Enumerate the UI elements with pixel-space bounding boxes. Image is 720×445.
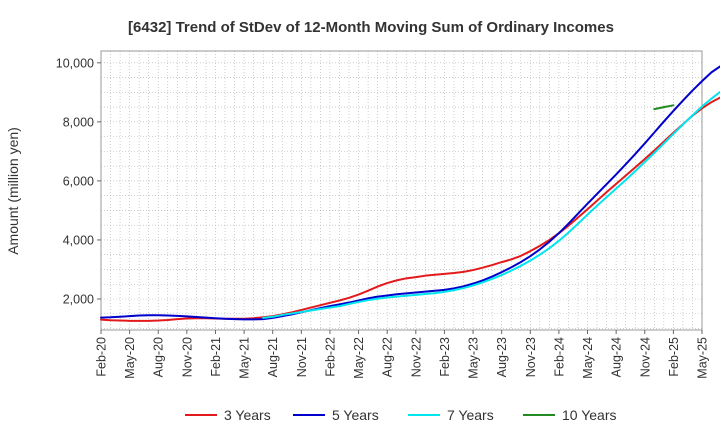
x-tick-label: May-22 [352,337,366,379]
axis-layer: 2,000 4,000 6,000 8,000 10,000 Feb-20 May-20 Au… [56,56,710,378]
series-line-7-years [262,90,720,319]
legend: 3 Years 5 Years 7 Years 10 Years [185,407,617,423]
x-tick-label: May-23 [467,337,481,379]
y-axis-label: Amount (million yen) [5,127,21,255]
series-line-3-years [100,96,720,322]
plot-frame [100,50,703,331]
x-tick-label: May-25 [696,337,710,379]
x-tick-label: Nov-24 [638,337,652,377]
grid-layer [100,51,703,330]
x-tick-label: Feb-20 [95,337,109,377]
x-tick-label: Feb-23 [438,337,452,377]
x-tick-label: Nov-20 [180,337,194,377]
y-tick-label: 10,000 [56,56,94,70]
series-layer [100,65,720,322]
x-tick-label: Feb-22 [323,337,337,377]
x-tick-label: Aug-22 [381,337,395,377]
y-tick-label: 4,000 [63,233,94,247]
x-tick-label: May-24 [581,337,595,379]
legend-label-3-years: 3 Years [224,407,271,423]
x-tick-label: Feb-25 [667,337,681,377]
legend-label-7-years: 7 Years [447,407,494,423]
x-tick-label: Aug-20 [152,337,166,377]
x-tick-label: Aug-24 [610,337,624,377]
x-tick-label: Aug-21 [266,337,280,377]
y-tick-label: 2,000 [63,293,94,307]
chart-title: [6432] Trend of StDev of 12-Month Moving… [128,19,614,36]
x-tick-label: Nov-23 [524,337,538,377]
x-tick-label: Nov-21 [295,337,309,377]
legend-label-5-years: 5 Years [332,407,379,423]
series-line-5-years [100,65,720,321]
x-tick-label: Feb-21 [209,337,223,377]
y-tick-label: 8,000 [63,115,94,129]
x-tick-label: Feb-24 [552,337,566,377]
y-tick-label: 6,000 [63,174,94,188]
x-tick-label: Nov-22 [409,337,423,377]
x-tick-label: May-21 [238,337,252,379]
x-tick-label: May-20 [123,337,137,379]
legend-label-10-years: 10 Years [562,407,617,423]
x-tick-label: Aug-23 [495,337,509,377]
series-line-10-years [653,104,675,111]
